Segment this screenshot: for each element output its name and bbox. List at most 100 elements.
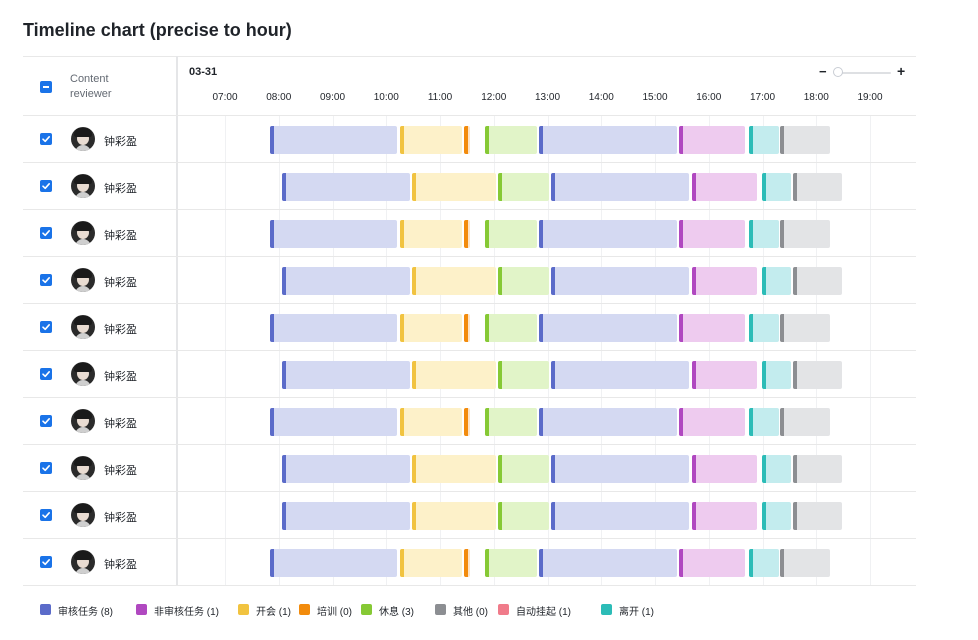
timeline-segment[interactable]: [484, 126, 537, 154]
timeline-segment[interactable]: [269, 408, 397, 436]
timeline-segment[interactable]: [282, 267, 410, 295]
zoom-out-button[interactable]: −: [819, 64, 827, 79]
timeline-segment[interactable]: [498, 267, 550, 295]
timeline-segment[interactable]: [464, 314, 470, 342]
timeline-segment[interactable]: [780, 126, 830, 154]
row-checkbox[interactable]: [40, 321, 52, 333]
segment-marker: [484, 549, 489, 577]
avatar: [71, 503, 95, 527]
timeline-segment[interactable]: [484, 549, 537, 577]
timeline-segment[interactable]: [399, 408, 463, 436]
row-checkbox[interactable]: [40, 462, 52, 474]
timeline-segment[interactable]: [538, 408, 678, 436]
zoom-slider-thumb[interactable]: [833, 67, 843, 77]
timeline-segment[interactable]: [484, 220, 537, 248]
timeline-segment[interactable]: [551, 173, 690, 201]
reviewer-name: 钟彩盈: [104, 465, 137, 477]
timeline-segment[interactable]: [749, 314, 779, 342]
timeline-segment[interactable]: [792, 173, 843, 201]
timeline-segment[interactable]: [679, 126, 745, 154]
timeline-segment[interactable]: [399, 314, 463, 342]
timeline-segment[interactable]: [780, 549, 830, 577]
timeline-segment[interactable]: [780, 408, 830, 436]
timeline-segment[interactable]: [282, 455, 410, 483]
select-all-checkbox[interactable]: [40, 81, 52, 93]
timeline-segment[interactable]: [792, 361, 843, 389]
timeline-segment[interactable]: [679, 408, 745, 436]
zoom-slider-track[interactable]: [835, 72, 891, 74]
timeline-segment[interactable]: [761, 361, 792, 389]
timeline-segment[interactable]: [679, 220, 745, 248]
row-checkbox[interactable]: [40, 274, 52, 286]
timeline-segment[interactable]: [761, 173, 792, 201]
timeline-segment[interactable]: [749, 220, 779, 248]
timeline-segment[interactable]: [498, 361, 550, 389]
timeline-segment[interactable]: [749, 408, 779, 436]
table-row: 钟彩盈: [23, 492, 916, 539]
timeline-segment[interactable]: [691, 455, 758, 483]
timeline-segment[interactable]: [551, 267, 690, 295]
timeline-segment[interactable]: [749, 126, 779, 154]
row-checkbox[interactable]: [40, 509, 52, 521]
timeline-segment[interactable]: [399, 126, 463, 154]
row-checkbox[interactable]: [40, 415, 52, 427]
timeline-segment[interactable]: [679, 314, 745, 342]
row-checkbox[interactable]: [40, 227, 52, 239]
timeline-segment[interactable]: [691, 361, 758, 389]
timeline-segment[interactable]: [749, 549, 779, 577]
timeline-segment[interactable]: [269, 126, 397, 154]
timeline-segment[interactable]: [412, 267, 497, 295]
segment-marker: [399, 126, 404, 154]
timeline-segment[interactable]: [792, 455, 843, 483]
segment-marker: [761, 502, 766, 530]
timeline-segment[interactable]: [538, 126, 678, 154]
segment-marker: [282, 361, 287, 389]
timeline-segment[interactable]: [691, 502, 758, 530]
row-divider: [23, 350, 916, 351]
timeline-segment[interactable]: [792, 502, 843, 530]
timeline-segment[interactable]: [780, 314, 830, 342]
timeline-segment[interactable]: [538, 220, 678, 248]
timeline-segment[interactable]: [282, 361, 410, 389]
timeline-segment[interactable]: [412, 502, 497, 530]
timeline-segment[interactable]: [484, 408, 537, 436]
timeline-segment[interactable]: [412, 361, 497, 389]
timeline-segment[interactable]: [551, 361, 690, 389]
timeline-segment[interactable]: [792, 267, 843, 295]
timeline-segment[interactable]: [498, 173, 550, 201]
timeline-segment[interactable]: [464, 220, 470, 248]
timeline-segment[interactable]: [269, 549, 397, 577]
row-checkbox[interactable]: [40, 368, 52, 380]
timeline-segment[interactable]: [282, 173, 410, 201]
timeline-segment[interactable]: [282, 502, 410, 530]
timeline-segment[interactable]: [679, 549, 745, 577]
timeline-segment[interactable]: [484, 314, 537, 342]
timeline-segment[interactable]: [761, 455, 792, 483]
timeline-segment[interactable]: [269, 220, 397, 248]
timeline-segment[interactable]: [412, 173, 497, 201]
timeline-segment[interactable]: [691, 173, 758, 201]
timeline-segment[interactable]: [269, 314, 397, 342]
timeline-segment[interactable]: [538, 549, 678, 577]
row-checkbox[interactable]: [40, 133, 52, 145]
timeline-segment[interactable]: [498, 455, 550, 483]
timeline-segment[interactable]: [780, 220, 830, 248]
segment-marker: [498, 173, 503, 201]
timeline-segment[interactable]: [538, 314, 678, 342]
timeline-segment[interactable]: [399, 220, 463, 248]
timeline-segment[interactable]: [691, 267, 758, 295]
timeline-segment[interactable]: [464, 408, 470, 436]
row-checkbox[interactable]: [40, 180, 52, 192]
table-row: 钟彩盈: [23, 445, 916, 492]
timeline-segment[interactable]: [464, 549, 470, 577]
timeline-segment[interactable]: [498, 502, 550, 530]
timeline-segment[interactable]: [551, 455, 690, 483]
timeline-segment[interactable]: [761, 502, 792, 530]
timeline-segment[interactable]: [399, 549, 463, 577]
timeline-segment[interactable]: [761, 267, 792, 295]
timeline-segment[interactable]: [551, 502, 690, 530]
timeline-segment[interactable]: [464, 126, 470, 154]
zoom-in-button[interactable]: +: [897, 63, 906, 79]
timeline-segment[interactable]: [412, 455, 497, 483]
row-checkbox[interactable]: [40, 556, 52, 568]
